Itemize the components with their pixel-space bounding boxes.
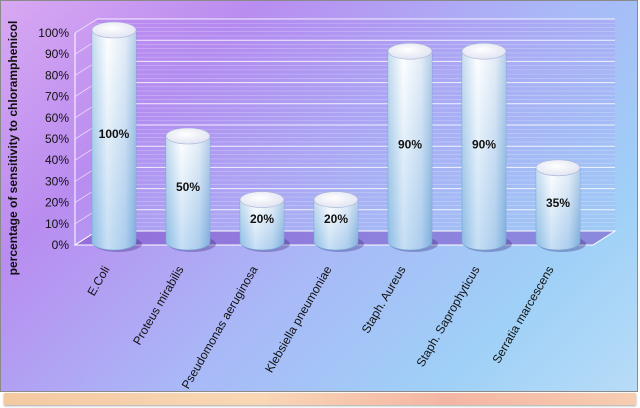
x-tick-label: Klebsiella pneumoniae	[262, 263, 335, 375]
data-label: 20%	[250, 212, 274, 226]
y-tick-label: 60%	[45, 111, 69, 125]
bar	[461, 42, 512, 252]
data-label: 90%	[398, 138, 422, 152]
y-tick-label: 30%	[45, 174, 69, 188]
gridline-depth	[74, 18, 98, 34]
y-tick-label: 0%	[52, 238, 70, 252]
data-label: 50%	[176, 180, 200, 194]
value-labels: 100% 50% 20% 20% 90% 90% 35%	[99, 127, 571, 226]
bar	[91, 21, 142, 252]
y-tick-label: 20%	[45, 196, 69, 210]
data-label: 90%	[472, 138, 496, 152]
y-axis-title: percentage of sensitivity to chloramphen…	[6, 21, 20, 276]
x-tick-label: Proteus mirabilis	[130, 264, 186, 348]
data-label: 35%	[546, 196, 570, 210]
data-label: 100%	[99, 127, 130, 141]
bar	[387, 42, 438, 252]
y-tick-label: 80%	[45, 68, 69, 82]
bar	[313, 191, 364, 252]
y-tick-label: 40%	[45, 153, 69, 167]
bar	[239, 191, 290, 252]
x-tick-label: Serratia marcescens	[489, 264, 556, 366]
x-tick-label: E.Coli	[84, 264, 112, 299]
bars	[91, 21, 586, 252]
x-tick-label: Staph. Aureus	[359, 264, 409, 336]
x-tick-label: Staph. Saprophyticus	[413, 264, 482, 370]
x-tick-label: Pseudomonas aeruginosa	[179, 263, 261, 391]
data-label: 20%	[324, 212, 348, 226]
y-tick-label: 50%	[45, 132, 69, 146]
y-tick-label: 100%	[38, 26, 69, 40]
bar	[165, 127, 216, 252]
y-tick-label: 70%	[45, 90, 69, 104]
y-axis-ticks: 0% 10% 20% 30% 40% 50% 60% 70% 80% 90% 100%	[38, 26, 69, 252]
y-tick-label: 10%	[45, 217, 69, 231]
y-tick-label: 90%	[45, 47, 69, 61]
bottom-decorative-strip	[4, 393, 636, 405]
bar	[535, 159, 586, 252]
